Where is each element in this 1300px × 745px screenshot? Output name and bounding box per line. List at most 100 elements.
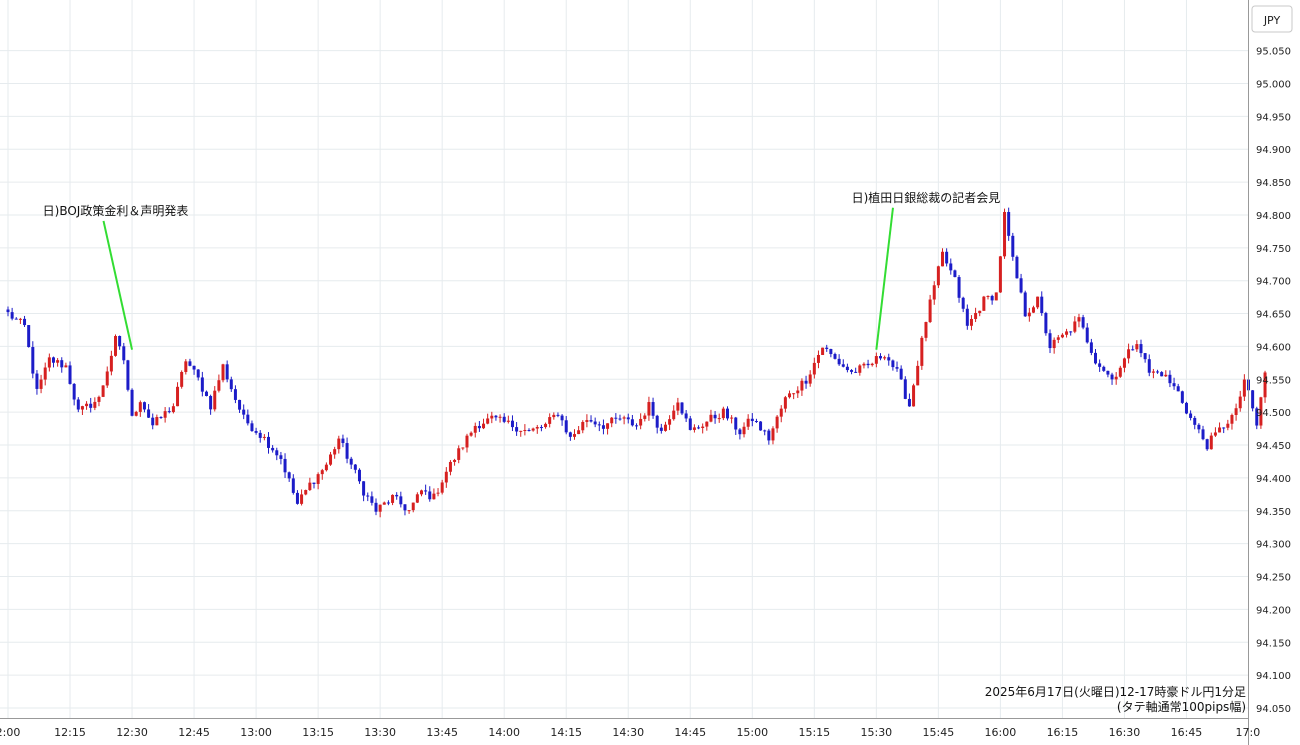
candle	[800, 378, 804, 396]
candle	[572, 429, 576, 440]
candle	[862, 362, 866, 369]
candle	[891, 359, 895, 371]
candle	[258, 430, 262, 443]
candle	[924, 321, 928, 342]
candle	[635, 423, 639, 430]
candle	[874, 352, 878, 368]
candle	[1218, 422, 1222, 433]
candle	[490, 411, 494, 424]
candle	[1031, 305, 1035, 314]
candle	[510, 415, 514, 432]
candle	[527, 428, 531, 432]
y-tick-label: 94.150	[1256, 638, 1291, 649]
y-tick-label: 94.050	[1256, 704, 1291, 715]
candle	[486, 413, 490, 425]
y-tick-label: 94.200	[1256, 605, 1291, 616]
candle	[709, 409, 713, 423]
chart-note-line-2: (タテ軸通常100pips幅)	[1117, 699, 1246, 714]
candle	[957, 275, 961, 303]
candle	[1226, 419, 1230, 431]
candle	[407, 510, 411, 514]
candle	[80, 405, 84, 415]
candle	[564, 416, 568, 435]
candle	[907, 393, 911, 407]
candle	[742, 422, 746, 438]
candle	[502, 413, 506, 424]
candle	[341, 434, 345, 448]
candle	[692, 424, 696, 433]
candle	[97, 395, 101, 407]
candle	[506, 415, 510, 424]
annotations: 日)BOJ政策金利＆声明発表 日)植田日銀総裁の記者会見	[43, 190, 1001, 350]
candle	[291, 474, 295, 495]
candle	[614, 413, 618, 424]
candle	[192, 365, 196, 375]
candle	[76, 397, 80, 413]
chart-note: 2025年6月17日(火曜日)12-17時豪ドル円1分足 (タテ軸通常100pi…	[985, 684, 1246, 714]
annotation-label: 日)植田日銀総裁の記者会見	[852, 190, 1001, 205]
candle	[1085, 323, 1089, 344]
candle	[705, 421, 709, 431]
y-tick-label: 94.850	[1256, 178, 1291, 189]
candle	[47, 353, 51, 372]
candle	[494, 414, 498, 421]
candle	[969, 315, 973, 331]
y-tick-label: 94.100	[1256, 671, 1291, 682]
candle	[560, 414, 564, 426]
candle	[1065, 328, 1069, 338]
candle	[180, 370, 184, 389]
candle	[1209, 432, 1213, 450]
candle	[837, 354, 841, 366]
candle	[27, 325, 31, 348]
candle	[378, 504, 382, 518]
candle	[1098, 359, 1102, 372]
x-tick-label: 15:00	[736, 726, 768, 739]
candle	[878, 353, 882, 361]
candle	[345, 437, 349, 464]
candle	[1089, 338, 1093, 356]
candle	[519, 430, 523, 437]
candle	[659, 423, 663, 434]
candle	[663, 421, 667, 432]
y-tick-label: 95.050	[1256, 47, 1291, 58]
candle	[1234, 403, 1238, 421]
candle	[498, 414, 502, 423]
candle	[114, 334, 118, 357]
candle	[171, 403, 175, 414]
candle	[142, 401, 146, 413]
candle	[1147, 354, 1151, 377]
candle	[1127, 343, 1131, 364]
candle	[697, 425, 701, 430]
x-tick-label: 16:30	[1109, 726, 1141, 739]
candle	[357, 468, 361, 484]
candle	[151, 413, 155, 430]
candle	[597, 421, 601, 432]
candle	[477, 421, 481, 432]
candle	[188, 358, 192, 367]
candle	[1263, 370, 1267, 403]
candle	[717, 413, 721, 423]
candle	[792, 393, 796, 400]
candle	[953, 269, 957, 278]
candle	[738, 428, 742, 440]
candle	[610, 416, 614, 428]
candle	[816, 350, 820, 369]
candle	[858, 364, 862, 376]
candle	[808, 370, 812, 387]
candle	[118, 335, 122, 350]
candle	[713, 411, 717, 424]
candle	[825, 344, 829, 352]
candle	[217, 374, 221, 393]
candle	[469, 431, 473, 437]
candle	[1131, 345, 1135, 351]
candle	[994, 292, 998, 301]
candle	[436, 488, 440, 497]
candle	[300, 489, 304, 506]
candle	[1060, 333, 1064, 339]
candle	[176, 382, 180, 407]
candle	[725, 406, 729, 421]
y-tick-label: 94.650	[1256, 310, 1291, 321]
candle	[349, 456, 353, 469]
candle	[130, 388, 134, 417]
x-tick-label: 13:15	[302, 726, 334, 739]
